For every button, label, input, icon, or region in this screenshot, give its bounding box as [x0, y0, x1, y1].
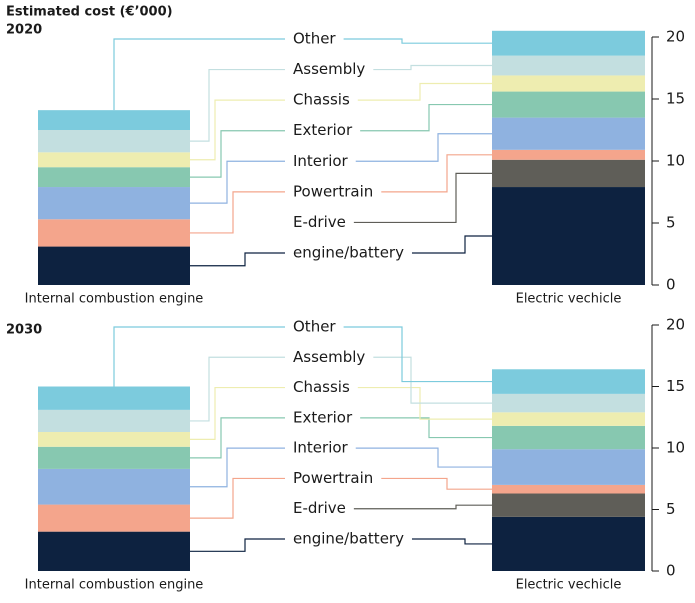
connector [353, 504, 492, 510]
bar-segment [38, 219, 190, 247]
bar-segment [492, 149, 645, 160]
bar-segment [38, 409, 190, 433]
legend-label: Interior [293, 439, 349, 457]
connector [355, 447, 492, 468]
connector [190, 417, 285, 459]
bar-segment [38, 130, 190, 153]
bar-segment [492, 75, 645, 92]
connector [381, 154, 492, 193]
y-tick-label: 20 [666, 316, 685, 334]
y-tick-label: 15 [666, 377, 685, 395]
bar-segment [492, 91, 645, 118]
bar-segment [492, 30, 645, 56]
bar-segment [492, 369, 645, 394]
connector [343, 38, 492, 44]
connector [190, 386, 285, 440]
y-tick-label: 5 [666, 214, 676, 232]
bar-segment [38, 531, 190, 571]
legend-label: Assembly [293, 60, 365, 78]
bar-segment [38, 152, 190, 168]
connector [381, 477, 492, 490]
connector [373, 356, 492, 404]
connector [373, 64, 492, 71]
connector [190, 356, 285, 422]
bar-segment [492, 484, 645, 494]
y-tick-label: 10 [666, 152, 685, 170]
connector [190, 447, 285, 488]
bar-segment [492, 55, 645, 76]
connector [113, 38, 285, 111]
y-tick-label: 10 [666, 439, 685, 457]
connector [190, 191, 285, 234]
legend-label: Other [293, 318, 336, 336]
connector [113, 326, 285, 387]
legend-label: Exterior [293, 408, 353, 426]
connector [355, 133, 492, 162]
panel-title: 2020 [6, 23, 42, 38]
category-label: Electric vechicle [516, 578, 622, 593]
legend-label: Other [293, 30, 336, 48]
bar-segment [38, 446, 190, 469]
bar-segment [492, 159, 645, 188]
bar-segment [38, 432, 190, 447]
bar-segment [492, 449, 645, 485]
legend-label: Assembly [293, 348, 365, 366]
y-tick-label: 0 [666, 276, 676, 294]
bar-segment [492, 187, 645, 285]
legend-label: E-drive [293, 499, 346, 517]
connector [190, 538, 285, 552]
connector [343, 326, 492, 383]
legend-label: Interior [293, 152, 349, 170]
y-tick-label: 15 [666, 90, 685, 108]
connector [190, 160, 285, 204]
connector [190, 99, 285, 161]
category-label: Internal combustion engine [25, 578, 204, 593]
bar-segment [38, 386, 190, 410]
connector [190, 130, 285, 178]
legend-label: Powertrain [293, 182, 373, 200]
legend-label: Chassis [293, 378, 350, 396]
legend-label: E-drive [293, 213, 346, 231]
bar-segment [492, 412, 645, 426]
connector [360, 417, 492, 439]
legend-label: Powertrain [293, 469, 373, 487]
y-tick-label: 0 [666, 562, 676, 580]
connector [190, 68, 285, 142]
legend-label: engine/battery [293, 244, 404, 262]
connector [411, 235, 492, 254]
bar-segment [492, 516, 645, 571]
y-tick-label: 20 [666, 28, 685, 46]
connector [357, 82, 492, 101]
bar-segment [38, 187, 190, 220]
bar-segment [38, 167, 190, 188]
panel-title: 2030 [6, 323, 42, 338]
connector [190, 477, 285, 519]
connector [360, 103, 492, 132]
connector [353, 172, 492, 224]
bar-segment [492, 393, 645, 413]
category-label: Electric vechicle [516, 292, 622, 307]
legend-label: engine/battery [293, 530, 404, 548]
bar-segment [492, 425, 645, 450]
connector [411, 538, 492, 545]
legend-label: Exterior [293, 121, 353, 139]
bar-segment [492, 493, 645, 517]
bar-segment [38, 504, 190, 532]
bar-segment [38, 246, 190, 285]
chart-title: Estimated cost (€’000) [6, 5, 173, 20]
legend-label: Chassis [293, 91, 350, 109]
y-tick-label: 5 [666, 500, 676, 518]
connector [190, 252, 285, 267]
bar-segment [492, 117, 645, 150]
category-label: Internal combustion engine [25, 292, 204, 307]
bar-segment [38, 110, 190, 130]
bar-segment [38, 468, 190, 505]
